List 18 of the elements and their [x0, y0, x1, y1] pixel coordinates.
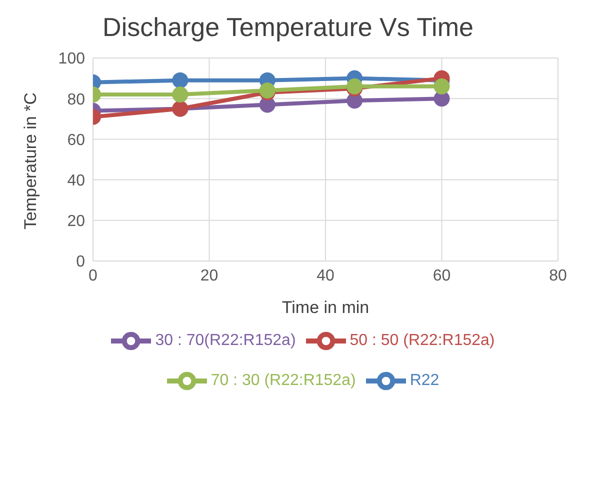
legend-label: 70 : 30 (R22:R152a) [210, 372, 356, 390]
legend-label: R22 [410, 372, 440, 390]
y-axis-title: Temperature in *C [21, 92, 40, 230]
y-tick-label: 0 [76, 254, 86, 271]
legend-label: 50 : 50 (R22:R152a) [350, 332, 495, 350]
x-tick-label: 0 [88, 267, 98, 284]
x-tick-label: 40 [316, 267, 334, 284]
x-axis-title: Time in min [282, 298, 370, 317]
y-tick-label: 20 [67, 213, 86, 230]
legend-label: 30 : 70(R22:R152a) [155, 332, 296, 350]
y-tick-label: 80 [67, 91, 86, 108]
chart-title: Discharge Temperature Vs Time [102, 11, 474, 44]
x-tick-label: 80 [549, 267, 567, 284]
y-tick-label: 40 [67, 172, 86, 190]
y-tick-label: 100 [58, 50, 86, 68]
x-tick-label: 20 [200, 267, 218, 284]
x-tick-label: 60 [432, 267, 451, 284]
y-tick-label: 60 [67, 132, 86, 149]
